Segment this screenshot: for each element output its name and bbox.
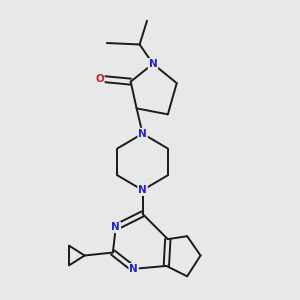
- Text: N: N: [111, 222, 120, 232]
- Text: N: N: [129, 264, 138, 274]
- Text: N: N: [138, 129, 147, 139]
- Text: N: N: [138, 185, 147, 195]
- Text: N: N: [148, 59, 157, 69]
- Text: O: O: [95, 74, 104, 84]
